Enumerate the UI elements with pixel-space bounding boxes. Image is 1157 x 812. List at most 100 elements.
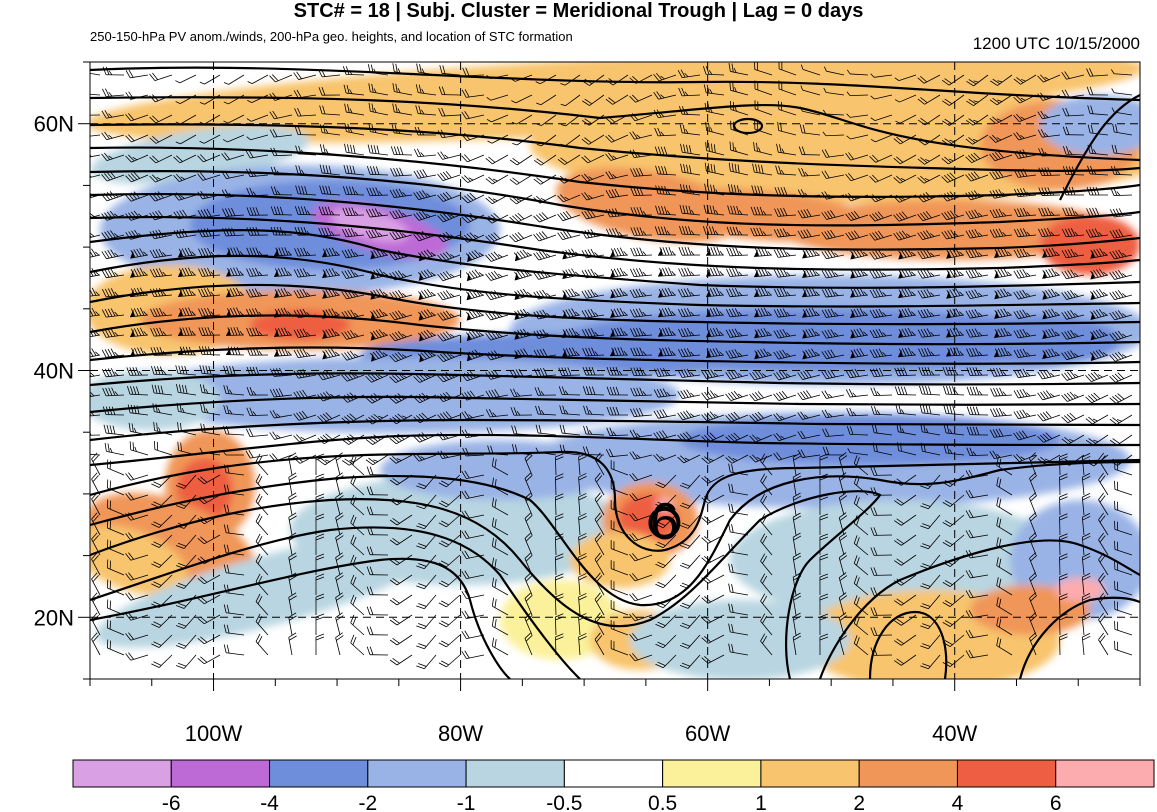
wind-barb [247, 74, 269, 84]
wind-barb [197, 172, 221, 181]
wind-barb [845, 172, 869, 182]
wind-barb [318, 87, 341, 96]
colorbar-label: 1 [755, 792, 767, 812]
wind-barb [486, 114, 509, 123]
wind-barb [102, 66, 125, 76]
wind-barb [966, 94, 989, 107]
wind-barb [846, 134, 869, 140]
wind-barb [728, 162, 749, 176]
wind-barb [678, 87, 701, 97]
wind-barb [536, 94, 557, 106]
wind-barb [1061, 71, 1085, 80]
wind-barb [989, 169, 1013, 180]
wind-barb [222, 134, 245, 143]
wind-barb [175, 74, 197, 84]
wind-barb [966, 74, 989, 87]
wind-barb [415, 84, 437, 96]
latitude-label: 20N [34, 605, 74, 630]
longitude-labels: 100W 80W 60W 40W [185, 721, 978, 746]
colorbar-label: 2 [853, 792, 865, 812]
wind-barb [461, 89, 485, 98]
wind-barb [870, 114, 893, 121]
pv-anomaly-region [90, 62, 1140, 144]
pv-anomaly-region [95, 532, 445, 648]
wind-barb [704, 162, 725, 176]
wind-barb [654, 127, 677, 137]
pv-anomaly-region [730, 500, 1070, 620]
wind-barb [989, 151, 1013, 162]
colorbar-swatch [170, 759, 271, 788]
stc-formation-marker: 6 [648, 493, 681, 551]
longitude-label: 40W [932, 721, 977, 746]
wind-barb [582, 94, 605, 106]
wind-barb [247, 94, 269, 103]
wind-barb [705, 142, 725, 156]
wind-barb [560, 94, 581, 107]
wind-barb [533, 174, 557, 185]
wind-barb [392, 83, 413, 96]
wind-barb [680, 163, 701, 176]
wind-barb [437, 170, 461, 182]
wind-barb [941, 172, 965, 183]
pv-anomaly-region [570, 532, 670, 588]
wind-barb [438, 107, 461, 117]
wind-barb [729, 81, 749, 96]
pv-anomaly-region [90, 370, 220, 430]
longitude-label: 100W [185, 721, 243, 746]
wind-barb [294, 107, 317, 117]
wind-barb [344, 103, 365, 116]
wind-barb [368, 83, 389, 96]
wind-barb [581, 154, 605, 164]
latitude-label: 60N [34, 112, 74, 137]
wind-barb [415, 105, 437, 116]
colorbar-label: -4 [260, 792, 279, 812]
wind-barb [245, 149, 269, 159]
wind-barb [390, 146, 413, 156]
wind-barb [125, 69, 149, 79]
wind-barbs [90, 62, 1133, 670]
wind-barb [270, 186, 293, 196]
wind-barb [1037, 129, 1061, 138]
colorbar-swatch [269, 759, 369, 788]
colorbar-swatch [72, 759, 172, 788]
latitude-labels: 60N 40N 20N [34, 112, 74, 631]
wind-barb [989, 114, 1013, 125]
map-subtitle: 250-150-hPa PV anom./winds, 200-hPa geo.… [90, 29, 573, 44]
wind-barb [677, 69, 701, 79]
latitude-label: 40N [34, 359, 74, 384]
wind-barb [917, 74, 941, 84]
wind-barb [413, 169, 437, 179]
wind-barb [343, 84, 365, 96]
wind-barb [917, 174, 941, 184]
wind-barb [199, 74, 221, 85]
wind-barb [752, 163, 773, 176]
wind-barb [269, 110, 293, 120]
wind-barb [509, 154, 533, 166]
wind-barb [989, 134, 1013, 143]
wind-barb [581, 134, 605, 145]
wind-barb [799, 124, 821, 136]
wind-barb [366, 166, 389, 176]
wind-barb [173, 192, 197, 201]
wind-barb [846, 113, 869, 118]
wind-barb [941, 74, 965, 86]
wind-barb [413, 148, 437, 158]
wind-barb [125, 154, 149, 163]
wind-barb [702, 66, 725, 76]
wind-barb [90, 134, 101, 138]
wind-barb [101, 152, 125, 161]
colorbar-label: -2 [358, 792, 377, 812]
colorbar-swatch [662, 759, 762, 788]
wind-barb [729, 141, 749, 156]
wind-barb [173, 173, 197, 182]
wind-barb [679, 124, 701, 136]
time-stamp: 1200 UTC 10/15/2000 [972, 34, 1140, 53]
wind-barb [823, 66, 845, 76]
wind-barb [125, 171, 149, 183]
wind-barb [511, 94, 533, 104]
wind-barb [800, 64, 821, 76]
colorbar-swatch [858, 759, 958, 788]
wind-barb [125, 113, 149, 122]
wind-barb [822, 131, 845, 137]
